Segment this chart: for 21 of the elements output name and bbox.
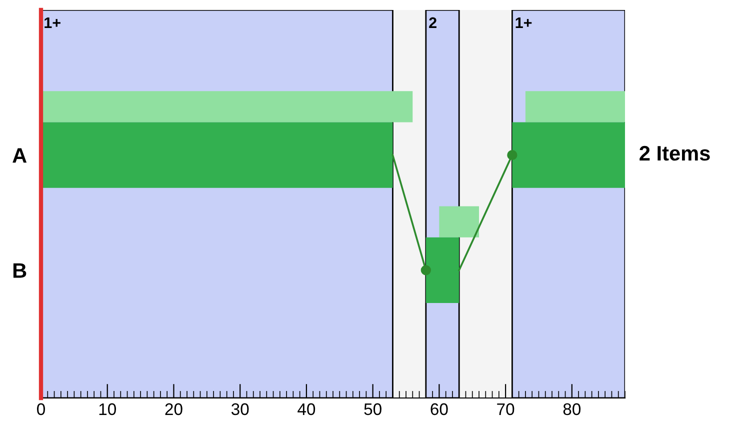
band-label: 1+ [516, 17, 532, 28]
x-tick-label: 30 [231, 403, 249, 416]
y-tick-label: A [12, 148, 27, 163]
x-tick-label: 10 [99, 403, 116, 416]
x-tick-label: 20 [165, 403, 182, 416]
bar [525, 91, 625, 122]
y-tick-label: B [13, 263, 26, 278]
bar [41, 122, 393, 188]
band-label: 1+ [44, 17, 60, 28]
bar [439, 206, 479, 238]
x-tick-label: 70 [497, 403, 514, 416]
text: 2 Items [640, 146, 710, 161]
x-tick-label: 60 [430, 403, 448, 416]
band-label: 2 [429, 17, 436, 28]
bar [41, 91, 413, 122]
x-tick-label: 80 [563, 403, 581, 416]
x-tick-label: 50 [364, 403, 382, 416]
bar [512, 122, 625, 188]
bar [426, 237, 460, 304]
x-tick-label: 40 [298, 403, 316, 416]
x-tick-label: 0 [37, 403, 45, 416]
